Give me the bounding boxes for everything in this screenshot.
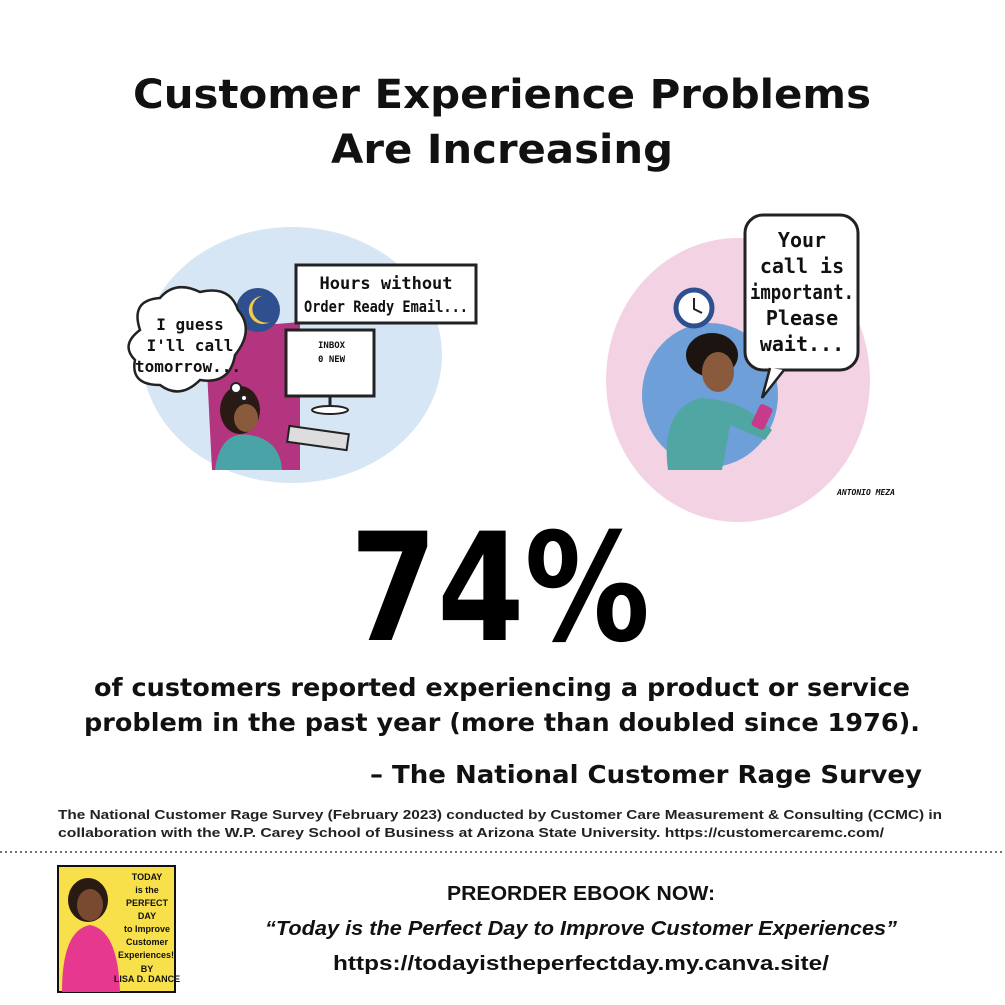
speech-bubble-text: Please [766,306,838,330]
speech-bubble-text: wait... [760,332,844,356]
cover-text: TODAY [132,872,163,882]
thought-bubble-text: I'll call [147,336,234,355]
cover-text: BY [141,964,154,974]
artist-signature: ANTONIO MEZA [836,488,895,497]
cover-text: is the [135,885,159,895]
thought-bubble-text: I guess [156,315,223,334]
cover-text: Experiences! [118,950,174,960]
title-line: Are Increasing [331,127,673,173]
promo-heading: PREORDER EBOOK NOW: [447,883,715,905]
thought-bubble-text: tomorrow... [135,357,241,376]
statistic: 74% [350,502,650,676]
speech-bubble-text: Your [778,228,826,252]
sign-text: Order Ready Email... [304,297,468,316]
footnote-line: The National Customer Rage Survey (Febru… [58,807,942,822]
cover-text: DAY [138,911,156,921]
title-line: Customer Experience Problems [133,72,871,118]
cover-text: LISA D. DANCE [114,974,180,984]
sign-text: Hours without [319,274,452,294]
left-illustration [127,227,478,483]
screen-text: 0 NEW [318,355,346,365]
screen-text: INBOX [318,341,346,351]
right-illustration [606,213,870,522]
cover-text: PERFECT [126,898,169,908]
cover-text: to Improve [124,924,170,934]
attribution: – The National Customer Rage Survey [370,760,922,789]
description-line: of customers reported experiencing a pro… [94,673,910,702]
speech-bubble-text: call is [760,254,844,278]
promo-book-title: “Today is the Perfect Day to Improve Cus… [265,918,897,940]
promo-url[interactable]: https://todayistheperfectday.my.canva.si… [333,953,830,975]
speech-bubble-text: important. [750,280,854,304]
book-cover [57,865,176,993]
footnote-line: collaboration with the W.P. Carey School… [58,825,884,840]
description-line: problem in the past year (more than doub… [84,708,920,737]
cover-text: Customer [126,937,169,947]
